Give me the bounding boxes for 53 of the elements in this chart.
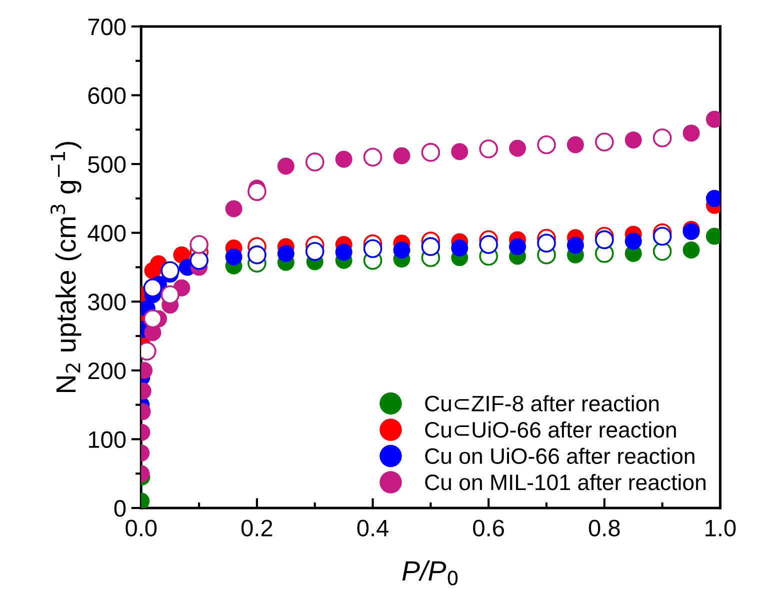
y-tick-label: 0 [114, 500, 126, 517]
text: 1.0 [706, 520, 736, 536]
point [624, 232, 642, 250]
point [479, 235, 498, 254]
point [421, 237, 440, 256]
y-tick-label: 200 [88, 362, 126, 380]
y-tick-label: 100 [88, 431, 126, 448]
point [652, 226, 672, 246]
point [225, 248, 242, 266]
point [190, 235, 208, 254]
x-tick-label: 0.8 [588, 520, 620, 536]
y-tick-label: 700 [88, 18, 126, 36]
x-tick-label: 0.2 [241, 520, 272, 536]
point [652, 242, 672, 261]
y-axis-title: N$_{2}$ uptake (cm$^{3}$ g$^{−1}$) [50, 142, 82, 392]
point [451, 143, 468, 160]
y-tick-label: 300 [88, 294, 126, 310]
y-tick-label: 400 [88, 224, 126, 242]
point [566, 236, 584, 254]
point [509, 238, 526, 256]
point [143, 278, 162, 298]
point [566, 136, 584, 154]
point [624, 131, 642, 148]
point [277, 244, 294, 262]
legend-label: Cu on UiO-66 after reaction [425, 448, 694, 464]
point [594, 230, 614, 250]
x-tick-label: 0.6 [473, 520, 504, 536]
point [451, 239, 468, 256]
legend-label: Cu⊂ZIF-8 after reaction [425, 395, 659, 412]
point [160, 261, 180, 280]
y-tick-label: 600 [88, 87, 126, 104]
point [160, 285, 180, 304]
x-tick-label: 0.4 [357, 520, 388, 536]
point [682, 242, 700, 259]
point [248, 245, 266, 264]
point [190, 250, 208, 270]
point [225, 200, 242, 218]
point [393, 147, 410, 164]
x-axis-title: P/P$_{0}$ [402, 560, 458, 586]
point [277, 158, 294, 175]
point [335, 244, 352, 261]
text: 0.0 [126, 520, 157, 536]
y-tick-label: 500 [88, 156, 126, 173]
point [363, 239, 382, 258]
point [305, 242, 324, 261]
legend-label: Cu⊂UiO-66 after reaction [425, 421, 676, 438]
point [393, 242, 410, 259]
point [682, 124, 700, 142]
point [509, 140, 526, 157]
point [335, 150, 352, 168]
point [248, 182, 266, 201]
legend-label: Cu on MIL-101 after reaction [425, 474, 706, 490]
point [537, 234, 556, 253]
